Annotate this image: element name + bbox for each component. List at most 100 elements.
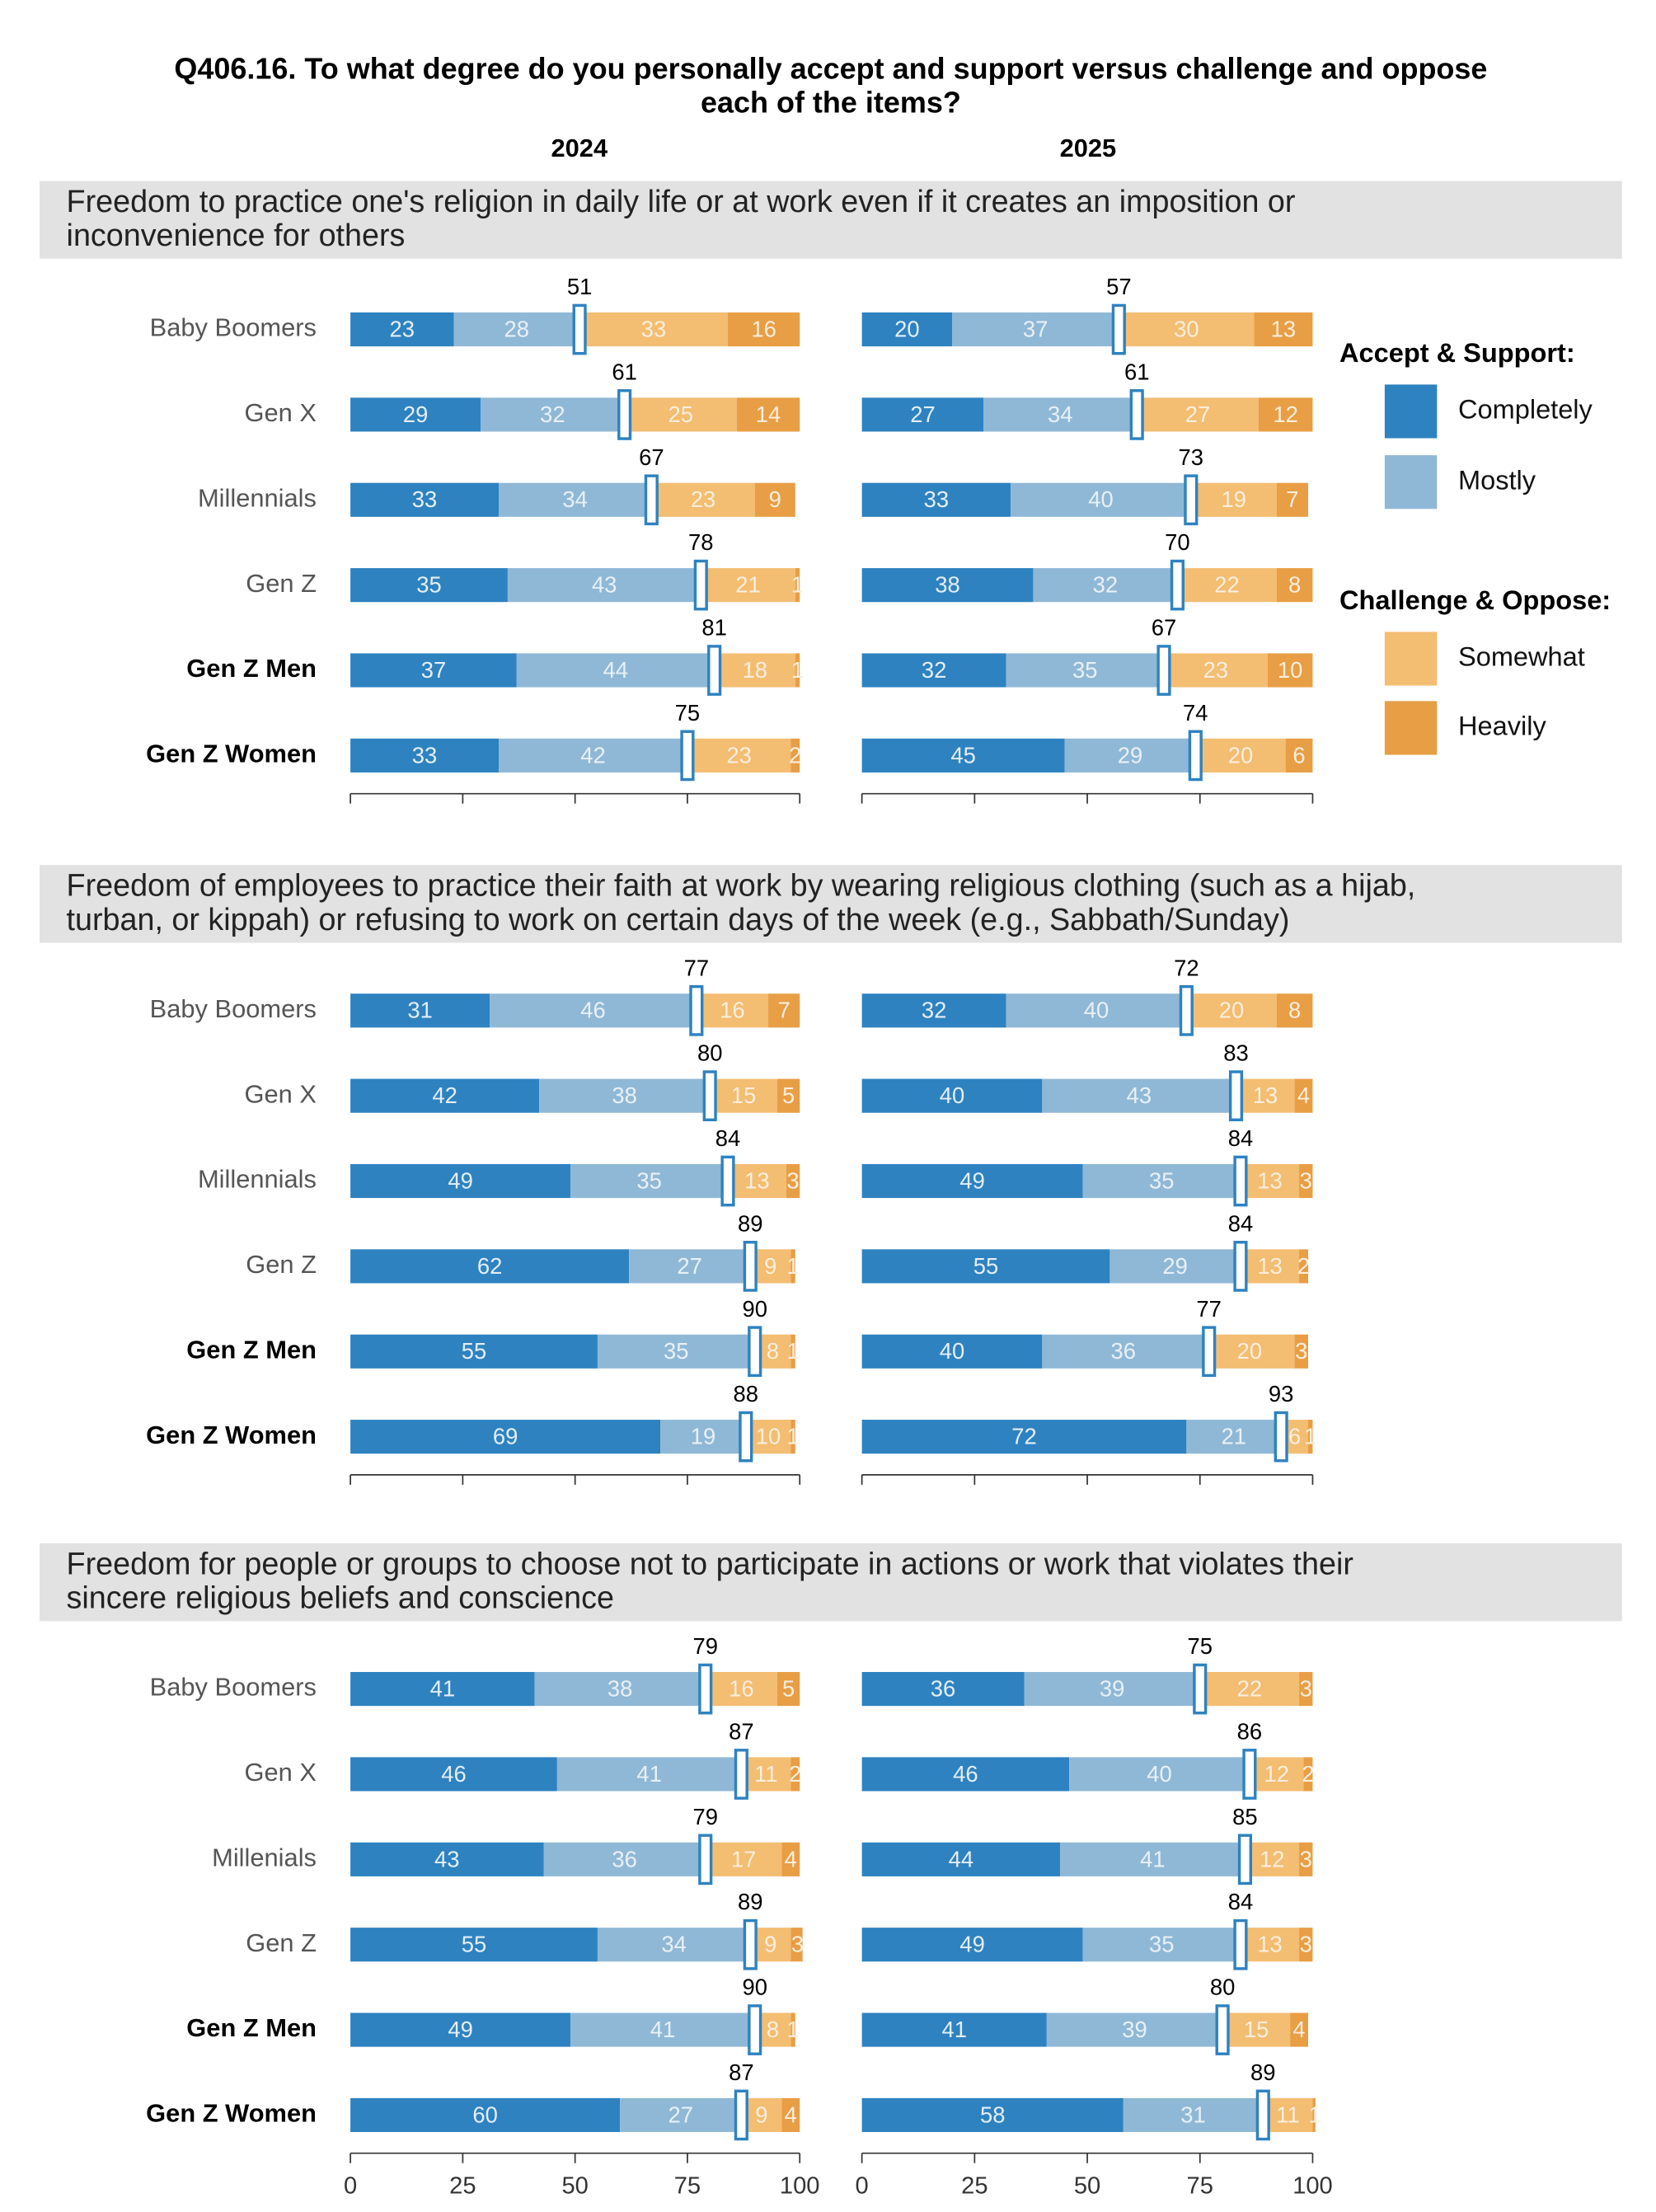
value-label: 17 [731,1846,756,1872]
value-label: 9 [755,2102,767,2127]
bar-segment [861,1672,1025,1707]
bar-segment [507,568,701,603]
bar-segment [768,993,800,1028]
bar-segment [350,1672,535,1707]
value-label: 44 [949,1846,973,1872]
bar-segment [350,1334,598,1369]
chart-title: Q406.16. To what degree do you personall… [174,51,1487,85]
total-marker [1274,1411,1288,1463]
bar-segment [861,1842,1061,1876]
total-label: 89 [738,1210,762,1236]
value-label: 43 [1127,1083,1152,1108]
bar-segment [861,1249,1110,1284]
total-marker [572,303,587,355]
bar-segment [1006,653,1165,688]
total-marker [1228,1070,1244,1122]
column-title: 2025 [1060,134,1117,162]
total-label: 87 [729,1718,753,1744]
section-header: Freedom for people or groups to choose n… [67,1546,1353,1580]
bar-segment [350,2097,621,2132]
total-marker [734,1749,748,1800]
bar-segment [350,1420,661,1454]
total-marker [1255,2089,1270,2141]
value-label: 72 [1011,1424,1036,1449]
bar-segment [1060,1842,1246,1876]
bar-segment [1033,568,1178,603]
value-label: 20 [894,317,919,342]
bar-segment [1024,1672,1200,1707]
legend-label: Completely [1458,395,1593,425]
total-marker [680,730,695,782]
bar-segment [597,1928,751,1962]
bar-segment [1064,738,1196,773]
bar-segment [1312,2097,1316,2132]
bar-segment [660,1420,746,1454]
total-label: 57 [1106,274,1131,299]
value-label: 35 [416,572,441,598]
bar-segment [795,653,800,688]
bar-segment [741,1757,791,1792]
value-label: 13 [1253,1083,1278,1108]
bar-segment [781,2097,800,2132]
total-marker [748,2004,762,2055]
bar-segment [861,1163,1083,1199]
bar-segment [1195,738,1286,773]
bar-segment [1299,1842,1313,1876]
value-label: 33 [924,486,949,512]
value-label: 1 [1309,2102,1321,2127]
category-label: Millennials [198,1165,317,1194]
bar-segment [790,1928,803,1962]
total-label: 89 [738,1889,762,1914]
bar-segment [1294,1078,1313,1113]
category-label: Gen X [245,398,317,427]
bar-segment [861,1420,1187,1454]
value-label: 13 [1257,1932,1282,1957]
bar-segment [861,312,953,347]
value-label: 35 [636,1167,661,1193]
value-label: 37 [421,657,446,683]
value-label: 39 [1100,1676,1124,1702]
value-label: 11 [754,1761,777,1787]
x-tick-label: 100 [780,2173,820,2200]
total-label: 90 [742,1975,767,2000]
total-label: 89 [1250,2059,1275,2085]
value-label: 58 [980,2102,1005,2127]
total-marker [739,1411,753,1463]
value-label: 32 [1093,572,1118,598]
value-label: 35 [664,1338,688,1364]
bar-segment [1267,653,1313,688]
value-label: 42 [580,742,605,768]
value-label: 69 [493,1424,518,1449]
total-marker [720,1155,735,1207]
bar-segment [701,568,795,603]
x-tick-label: 25 [449,2173,476,2200]
value-label: 55 [462,1338,486,1364]
value-label: 3 [1295,1338,1307,1364]
total-marker [1233,1918,1248,1970]
value-label: 55 [462,1932,486,1957]
value-label: 5 [782,1083,795,1108]
bar-segment [350,1163,571,1199]
bar-segment [745,1420,791,1454]
total-marker [1193,1663,1208,1715]
bar-segment [1119,312,1255,347]
bar-segment [861,482,1011,517]
value-label: 13 [1271,317,1296,342]
category-label: Gen Z Women [146,1421,317,1449]
total-label: 51 [567,274,592,299]
value-label: 40 [1088,486,1113,512]
bar-segment [861,397,984,432]
bar-segment [539,1078,711,1113]
value-label: 2 [789,742,801,768]
bar-segment [790,2012,795,2047]
bar-segment [754,482,795,517]
category-label: Gen Z Women [146,740,317,768]
value-label: 38 [935,572,959,598]
bar-segment [350,312,454,347]
total-marker [698,1834,713,1886]
bar-segment [1109,1249,1241,1284]
total-label: 83 [1223,1040,1248,1066]
total-label: 80 [1210,1975,1235,2000]
value-label: 32 [540,402,565,427]
value-label: 20 [1237,1338,1262,1364]
